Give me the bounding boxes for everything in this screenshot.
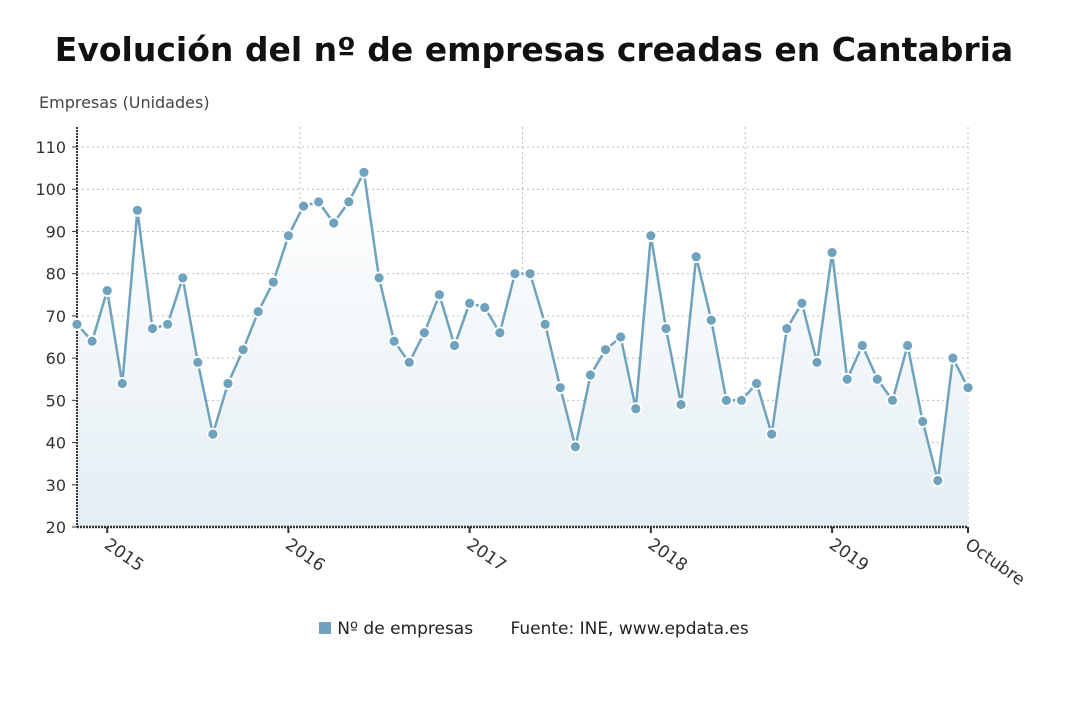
data-point bbox=[176, 271, 190, 285]
data-point bbox=[961, 381, 975, 395]
y-axis-label: Empresas (Unidades) bbox=[39, 93, 210, 112]
data-point bbox=[221, 377, 235, 390]
data-point bbox=[644, 229, 658, 243]
x-tick-label: 2017 bbox=[463, 535, 510, 576]
data-point bbox=[206, 427, 220, 441]
data-point bbox=[870, 372, 884, 386]
data-point bbox=[735, 393, 748, 407]
data-point bbox=[161, 317, 175, 331]
data-point bbox=[251, 305, 265, 319]
data-point bbox=[704, 313, 718, 327]
data-point bbox=[523, 267, 537, 281]
y-tick-label: 40 bbox=[46, 434, 66, 453]
data-point bbox=[463, 296, 477, 310]
y-tick-label: 20 bbox=[46, 518, 66, 537]
x-tick-label: 2015 bbox=[100, 535, 147, 576]
data-point bbox=[372, 271, 386, 285]
data-point bbox=[810, 355, 824, 369]
data-point bbox=[901, 339, 914, 352]
data-point bbox=[402, 355, 416, 369]
data-point bbox=[70, 317, 84, 331]
data-point bbox=[433, 288, 446, 302]
series-line bbox=[76, 171, 970, 482]
data-point bbox=[780, 322, 794, 335]
data-point bbox=[855, 339, 869, 352]
data-point bbox=[795, 296, 809, 310]
data-point bbox=[327, 216, 341, 230]
data-point bbox=[614, 330, 628, 344]
data-point bbox=[629, 402, 643, 416]
data-point bbox=[553, 381, 567, 395]
data-point bbox=[765, 427, 779, 441]
data-point bbox=[266, 275, 280, 289]
x-tick-label: 2019 bbox=[825, 535, 872, 576]
data-point bbox=[85, 334, 99, 348]
x-tick-label: 2018 bbox=[644, 535, 691, 576]
data-point bbox=[236, 343, 250, 357]
data-point bbox=[448, 339, 461, 352]
data-point bbox=[146, 322, 159, 335]
data-point bbox=[357, 165, 371, 179]
data-point bbox=[719, 393, 733, 407]
data-point bbox=[825, 246, 839, 259]
legend-series-label[interactable]: Nº de empresas bbox=[337, 619, 474, 639]
data-point bbox=[538, 317, 552, 331]
data-point bbox=[508, 267, 522, 281]
y-tick-label: 110 bbox=[35, 138, 66, 157]
data-point bbox=[312, 195, 326, 209]
source-note: Fuente: INE, www.epdata.es bbox=[510, 619, 749, 639]
data-point bbox=[478, 301, 492, 314]
data-point bbox=[297, 199, 310, 213]
y-tick-label: 100 bbox=[35, 180, 66, 199]
data-point bbox=[342, 195, 356, 209]
data-point bbox=[659, 322, 673, 335]
x-tick-label: 2016 bbox=[282, 535, 329, 576]
data-point bbox=[584, 368, 597, 382]
series-area bbox=[77, 172, 968, 528]
legend-swatch bbox=[319, 622, 332, 634]
data-point bbox=[493, 326, 507, 340]
y-tick-label: 50 bbox=[46, 391, 66, 410]
data-point bbox=[131, 203, 144, 217]
data-point bbox=[115, 377, 129, 390]
y-tick-label: 80 bbox=[46, 265, 66, 284]
data-point bbox=[417, 326, 431, 340]
y-tick-label: 60 bbox=[46, 349, 66, 368]
data-point bbox=[599, 343, 612, 357]
y-tick-label: 70 bbox=[46, 307, 66, 326]
data-point bbox=[282, 229, 295, 243]
data-point bbox=[750, 377, 763, 390]
data-point bbox=[191, 355, 205, 369]
data-point bbox=[886, 393, 899, 407]
data-point bbox=[674, 398, 688, 411]
data-point bbox=[387, 334, 401, 348]
y-tick-label: 90 bbox=[46, 222, 66, 241]
data-point bbox=[689, 250, 703, 264]
data-point bbox=[931, 474, 945, 487]
data-point bbox=[916, 415, 930, 428]
y-tick-label: 30 bbox=[46, 476, 66, 495]
chart-title: Evolución del nº de empresas creadas en … bbox=[54, 30, 1014, 69]
data-point bbox=[100, 284, 114, 297]
data-point bbox=[840, 372, 854, 386]
data-point bbox=[568, 440, 582, 454]
data-point bbox=[946, 351, 960, 365]
x-tick-label: Octubre bbox=[961, 535, 1028, 590]
legend: Nº de empresas Fuente: INE, www.epdata.e… bbox=[0, 619, 1068, 639]
